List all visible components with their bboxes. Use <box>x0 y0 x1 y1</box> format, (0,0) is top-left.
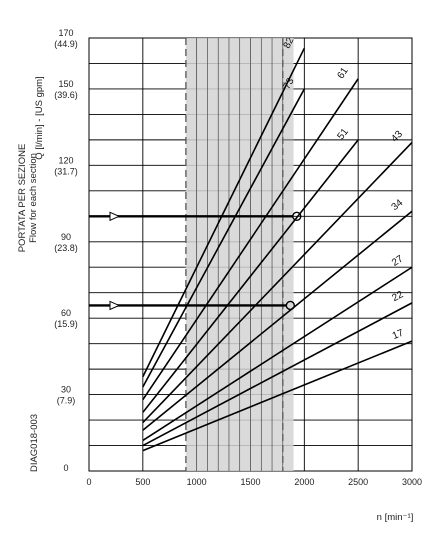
y-tick-label-gpm: (39.6) <box>54 90 78 100</box>
y-tick-label-gpm: (23.8) <box>54 243 78 253</box>
series-label-43: 43 <box>389 129 405 145</box>
x-tick-label: 1500 <box>240 477 260 487</box>
example-point <box>292 211 302 221</box>
y-tick-label: 90 <box>61 232 71 242</box>
y-tick-label: 0 <box>63 463 68 473</box>
series-line-43 <box>142 141 413 424</box>
y-axis-unit: Q [l/min] - [US gpm] <box>34 76 45 159</box>
series-label-17: 17 <box>391 327 406 342</box>
y-tick-label-gpm: (15.9) <box>54 319 78 329</box>
x-tick-label: 500 <box>135 477 150 487</box>
example-point <box>285 300 296 311</box>
series-line-17 <box>142 340 413 452</box>
example-arrows <box>89 211 302 311</box>
y-tick-label: 60 <box>61 308 71 318</box>
series-line-73 <box>142 88 306 388</box>
x-tick-label: 2500 <box>348 477 368 487</box>
diagram-code: DIAG018-003 <box>29 414 40 472</box>
series-label-22: 22 <box>390 289 405 304</box>
x-tick-label: 2000 <box>294 477 314 487</box>
y-tick-label-gpm: (31.7) <box>54 166 78 176</box>
example-arrowhead <box>109 211 121 222</box>
y-tick-label-gpm: (44.9) <box>54 39 78 49</box>
series-label-73: 73 <box>282 76 297 91</box>
series-line-22 <box>142 302 413 447</box>
y-tick-label: 170 <box>58 28 73 38</box>
y-tick-label: 150 <box>58 79 73 89</box>
example-arrowhead <box>109 300 121 311</box>
series-line-82 <box>142 47 306 378</box>
y-axis-label-it: PORTATA PER SEZIONE <box>17 144 28 253</box>
series-line-34 <box>142 210 413 431</box>
series-label-61: 61 <box>335 65 351 81</box>
x-tick-label: 0 <box>86 477 91 487</box>
series-line-61 <box>142 78 359 401</box>
y-tick-label-gpm: (7.9) <box>57 396 76 406</box>
series-line-51 <box>142 139 359 413</box>
y-tick-label: 30 <box>61 385 71 395</box>
x-tick-label: 1000 <box>187 477 207 487</box>
y-tick-label: 120 <box>58 155 73 165</box>
series-label-27: 27 <box>390 253 406 269</box>
tick-labels: 0 500 1000 1500 2000 2500 3000 0 30(7.9) 60(15.9)… <box>54 28 422 487</box>
series-label-34: 34 <box>390 197 406 213</box>
x-tick-label: 3000 <box>402 477 422 487</box>
series-label-82: 82 <box>282 35 297 50</box>
x-axis-label: n [min⁻¹] <box>377 512 414 523</box>
y-axis-label-en: Flow for each section <box>28 153 39 243</box>
series-line-27 <box>142 266 413 442</box>
